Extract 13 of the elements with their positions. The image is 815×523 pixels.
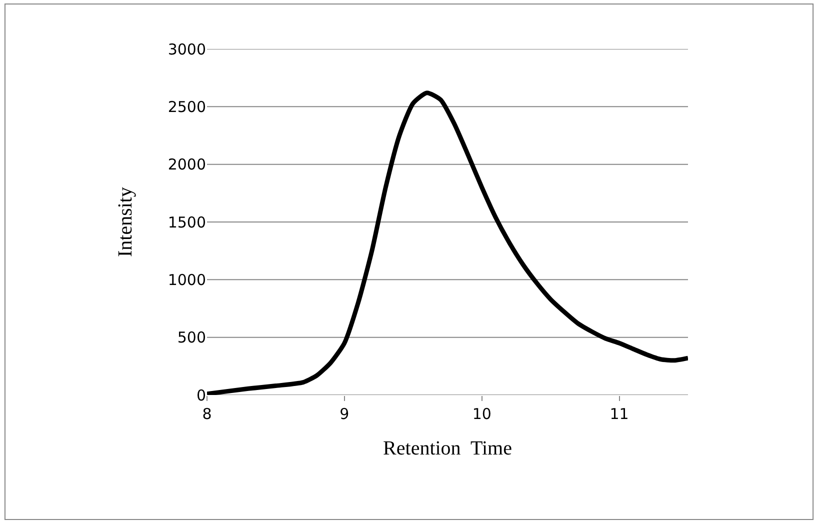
- y-tick-label: 500: [177, 328, 206, 347]
- x-tick-label: 8: [202, 405, 212, 423]
- y-tick-label: 2500: [168, 98, 206, 116]
- x-tick-label: 11: [610, 405, 629, 423]
- y-tick-label: 1000: [168, 270, 206, 289]
- y-tick-label: 3000: [168, 40, 206, 58]
- y-tick-label: 2000: [168, 156, 206, 174]
- x-axis-title: Retention Time: [383, 438, 512, 460]
- x-tick-label: 9: [340, 405, 350, 423]
- y-tick-label: 0: [196, 386, 206, 404]
- y-axis-title: Intensity: [114, 187, 136, 257]
- x-tick-label: 10: [472, 405, 492, 423]
- y-tick-label: 1500: [168, 213, 206, 232]
